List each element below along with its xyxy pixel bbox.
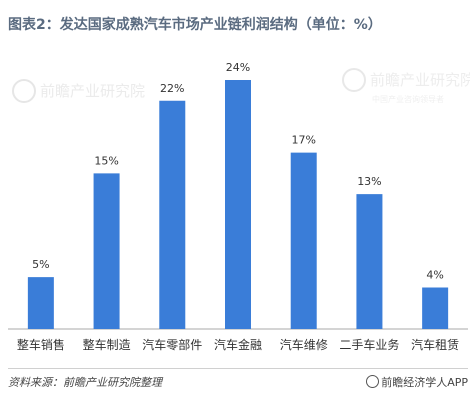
category-label-1: 整车销售	[17, 337, 65, 352]
brand-credit: 前瞻经济学人APP	[366, 374, 468, 390]
bar-4	[225, 80, 251, 329]
category-label-7: 汽车租赁	[411, 337, 459, 352]
category-label-6: 二手车业务	[339, 337, 399, 352]
source-note: 资料来源：前瞻产业研究院整理	[8, 376, 162, 389]
brand-icon	[366, 375, 380, 388]
category-label-3: 汽车零部件	[142, 337, 202, 352]
category-label-2: 整车制造	[83, 337, 131, 352]
bar-5	[290, 152, 317, 329]
bar-1	[27, 277, 54, 329]
value-label-2: 15%	[94, 154, 118, 167]
value-label-7: 4%	[426, 269, 443, 282]
footer-divider	[8, 368, 468, 369]
value-label-6: 13%	[357, 175, 381, 188]
bar-7	[422, 287, 449, 329]
value-label-5: 17%	[291, 134, 315, 147]
category-label-5: 汽车维修	[280, 337, 328, 352]
brand-label: 前瞻经济学人APP	[381, 376, 468, 389]
category-label-4: 汽车金融	[214, 337, 262, 352]
value-label-1: 5%	[32, 258, 49, 271]
value-label-4: 24%	[226, 61, 250, 74]
bar-6	[356, 194, 383, 329]
bar-2	[93, 173, 120, 329]
chart-title: 图表2：发达国家成熟汽车市场产业链利润结构（单位：%）	[8, 17, 382, 33]
value-label-3: 22%	[160, 82, 184, 95]
bar-3	[159, 100, 186, 329]
